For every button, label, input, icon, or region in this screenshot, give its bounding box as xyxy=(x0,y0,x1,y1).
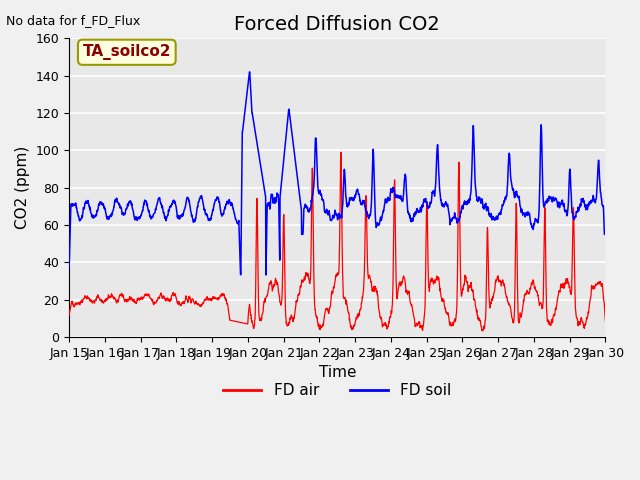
Title: Forced Diffusion CO2: Forced Diffusion CO2 xyxy=(234,15,440,34)
Text: No data for f_FD_Flux: No data for f_FD_Flux xyxy=(6,14,141,27)
Legend: FD air, FD soil: FD air, FD soil xyxy=(217,377,458,404)
Y-axis label: CO2 (ppm): CO2 (ppm) xyxy=(15,146,30,229)
X-axis label: Time: Time xyxy=(319,365,356,380)
Text: TA_soilco2: TA_soilco2 xyxy=(83,44,171,60)
